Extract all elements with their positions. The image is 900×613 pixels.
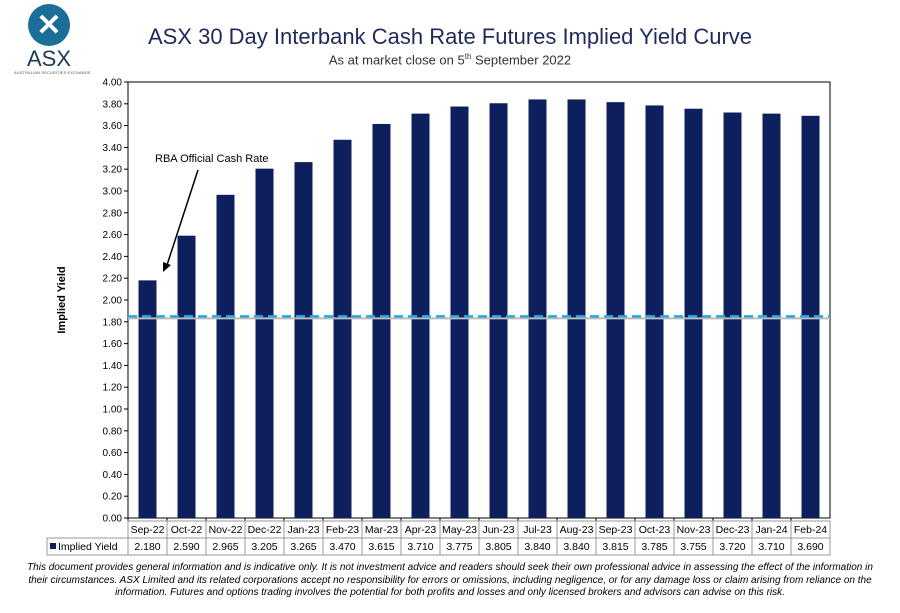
y-tick-label: 0.60: [103, 448, 123, 459]
chart-subtitle: As at market close on 5th September 2022: [0, 52, 900, 67]
y-tick-label: 3.20: [103, 165, 123, 176]
y-tick-label: 3.40: [103, 143, 123, 154]
asx-logo-mark: ✕: [28, 4, 70, 46]
category-label: Nov-23: [677, 524, 711, 536]
table-value-row: [46, 537, 831, 556]
y-tick-label: 3.00: [103, 187, 123, 198]
y-tick-label: 2.60: [103, 230, 123, 241]
data-value: 3.840: [563, 541, 589, 553]
subtitle-sup: th: [464, 52, 472, 61]
data-value: 2.180: [134, 541, 160, 553]
bar: [372, 123, 391, 518]
legend-swatch: [50, 543, 56, 549]
data-value: 3.205: [251, 541, 277, 553]
y-tick-label: 0.00: [103, 514, 123, 525]
category-label: Jul-23: [523, 524, 552, 536]
category-label: Aug-23: [560, 524, 594, 536]
category-label: Oct-23: [639, 524, 671, 536]
y-axis-label: Implied Yield: [56, 266, 68, 333]
data-value: 3.470: [329, 541, 355, 553]
y-tick-label: 1.60: [103, 339, 123, 350]
data-value: 2.590: [173, 541, 199, 553]
category-label: Mar-23: [365, 524, 398, 536]
category-label: Dec-23: [716, 524, 750, 536]
data-value: 2.965: [212, 541, 238, 553]
annotation-arrowhead: [163, 262, 171, 272]
data-value: 3.755: [680, 541, 706, 553]
bar: [567, 99, 586, 518]
category-label: Sep-22: [131, 524, 165, 536]
bar: [177, 235, 196, 518]
data-value: 3.785: [641, 541, 667, 553]
category-label: Feb-24: [794, 524, 827, 536]
y-tick-label: 3.80: [103, 99, 123, 110]
y-tick-label: 2.40: [103, 252, 123, 263]
category-label: Sep-23: [599, 524, 633, 536]
data-value: 3.710: [407, 541, 433, 553]
subtitle-text: As at market close on 5: [328, 52, 465, 68]
plot-area: [127, 81, 831, 519]
bar: [645, 105, 664, 518]
data-value: 3.265: [290, 541, 316, 553]
bar: [684, 108, 703, 518]
legend-label: Implied Yield: [58, 541, 118, 553]
y-tick-label: 2.00: [103, 296, 123, 307]
data-value: 3.615: [368, 541, 394, 553]
asx-logo: ✕ ASX AUSTRALIAN SECURITIES EXCHANGE: [14, 4, 91, 75]
y-tick-label: 1.80: [103, 317, 123, 328]
category-label: Nov-22: [209, 524, 243, 536]
y-tick-label: 0.20: [103, 492, 123, 503]
bar: [216, 194, 235, 518]
category-label: May-23: [442, 524, 477, 536]
category-label: Jun-23: [482, 524, 514, 536]
y-tick-label: 2.20: [103, 274, 123, 285]
y-tick-label: 4.00: [103, 78, 123, 89]
category-label: Apr-23: [405, 524, 437, 536]
bar: [333, 139, 352, 518]
bar: [489, 103, 508, 518]
data-value: 3.720: [719, 541, 745, 553]
bar: [294, 162, 313, 519]
data-value: 3.805: [485, 541, 511, 553]
bar: [450, 106, 469, 519]
chart-title: ASX 30 Day Interbank Cash Rate Futures I…: [147, 24, 753, 49]
disclaimer: This document provides general informati…: [27, 562, 873, 598]
bar: [606, 102, 625, 518]
category-label: Jan-23: [287, 524, 319, 536]
annotation-label: RBA Official Cash Rate: [155, 153, 269, 165]
data-value: 3.690: [797, 541, 823, 553]
annotation-arrow: [166, 169, 199, 266]
category-label: Dec-22: [248, 524, 282, 536]
category-label: Oct-22: [171, 524, 203, 536]
category-label: Feb-23: [326, 524, 359, 536]
y-tick-label: 1.20: [103, 383, 123, 394]
bar: [138, 280, 157, 518]
bar: [762, 113, 781, 519]
y-tick-label: 3.60: [103, 121, 123, 132]
bar: [528, 99, 547, 518]
data-value: 3.710: [758, 541, 784, 553]
bar: [411, 113, 430, 519]
data-value: 3.775: [446, 541, 472, 553]
y-tick-label: 2.80: [103, 208, 123, 219]
y-tick-label: 0.80: [103, 426, 123, 437]
y-tick-label: 1.00: [103, 405, 123, 416]
logo-subtitle: AUSTRALIAN SECURITIES EXCHANGE: [14, 70, 91, 75]
subtitle-text-end: September 2022: [471, 52, 572, 68]
data-value: 3.815: [602, 541, 628, 553]
y-tick-label: 0.40: [103, 470, 123, 481]
bar: [801, 115, 820, 518]
bar: [255, 168, 274, 518]
logo-name: ASX: [26, 46, 72, 71]
category-label: Jan-24: [755, 524, 787, 536]
data-value: 3.840: [524, 541, 550, 553]
y-tick-label: 1.40: [103, 361, 123, 372]
